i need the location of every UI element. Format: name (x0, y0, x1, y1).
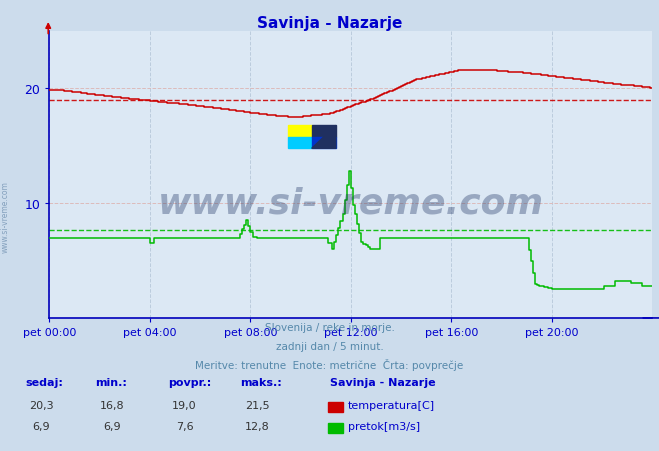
Text: 6,9: 6,9 (33, 421, 50, 431)
Text: 21,5: 21,5 (244, 400, 270, 410)
Text: 16,8: 16,8 (100, 400, 125, 410)
Text: Savinja - Nazarje: Savinja - Nazarje (257, 16, 402, 31)
Bar (312, 138, 336, 149)
Bar (287, 138, 312, 149)
Text: zadnji dan / 5 minut.: zadnji dan / 5 minut. (275, 341, 384, 351)
Text: povpr.:: povpr.: (168, 377, 212, 387)
Text: 20,3: 20,3 (29, 400, 54, 410)
Text: sedaj:: sedaj: (25, 377, 63, 387)
Text: 7,6: 7,6 (176, 421, 193, 431)
Text: maks.:: maks.: (241, 377, 282, 387)
Text: 6,9: 6,9 (103, 421, 121, 431)
Text: 19,0: 19,0 (172, 400, 197, 410)
Text: temperatura[C]: temperatura[C] (348, 400, 435, 410)
Polygon shape (312, 126, 336, 149)
Text: www.si-vreme.com: www.si-vreme.com (1, 180, 10, 253)
Polygon shape (312, 126, 336, 138)
Text: pretok[m3/s]: pretok[m3/s] (348, 421, 420, 431)
Text: www.si-vreme.com: www.si-vreme.com (158, 186, 544, 221)
Bar (287, 126, 312, 138)
Text: min.:: min.: (96, 377, 127, 387)
Text: Savinja - Nazarje: Savinja - Nazarje (330, 377, 435, 387)
Text: Slovenija / reke in morje.: Slovenija / reke in morje. (264, 322, 395, 332)
Text: 12,8: 12,8 (244, 421, 270, 431)
Text: Meritve: trenutne  Enote: metrične  Črta: povprečje: Meritve: trenutne Enote: metrične Črta: … (195, 358, 464, 370)
